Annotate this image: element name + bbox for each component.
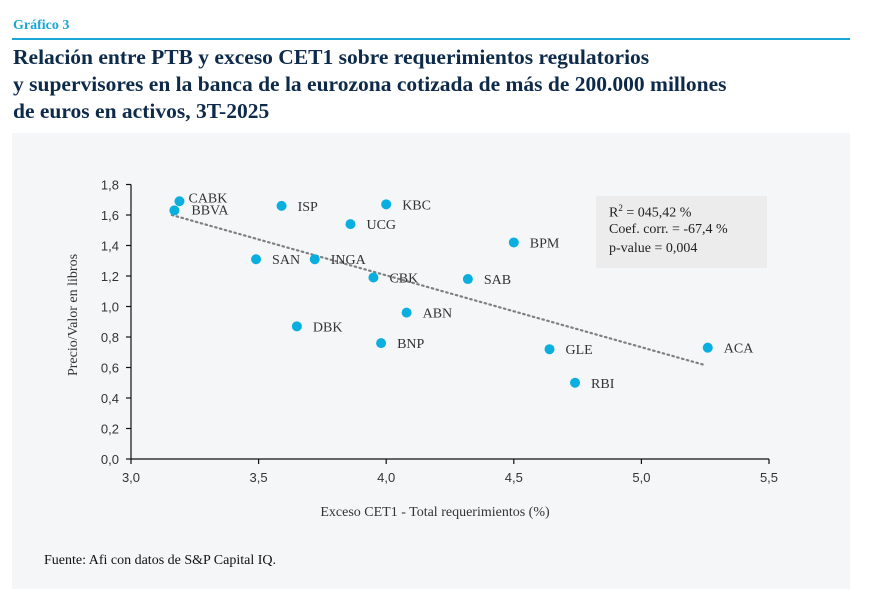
trendline-group <box>170 213 704 366</box>
data-point-cabk <box>174 196 185 207</box>
data-point-aca <box>702 342 713 353</box>
x-tick-label: 3,0 <box>122 470 140 485</box>
stats-box: R2 = 045,42 % Coef. corr. = -67,4 % p-va… <box>596 196 767 268</box>
data-label-san: SAN <box>272 253 300 268</box>
y-tick-label: 1,8 <box>101 178 119 193</box>
data-label-cabk: CABK <box>188 191 227 206</box>
correlation-text: Coef. corr. = -67,4 % <box>609 222 728 237</box>
data-label-cbk: CBK <box>389 272 418 287</box>
data-point-kbc <box>381 199 392 210</box>
data-point-isp <box>276 200 287 211</box>
data-label-gle: GLE <box>566 343 593 358</box>
x-tick-label: 3,5 <box>250 470 268 485</box>
x-axis-label: Exceso CET1 - Total requerimientos (%) <box>320 505 550 520</box>
data-point-gle <box>544 344 555 355</box>
data-label-bbva: BBVA <box>191 203 229 218</box>
data-point-inga <box>309 254 320 265</box>
data-point-rbi <box>570 377 581 388</box>
r-squared-sup: 2 <box>618 203 623 213</box>
chart-title-line: de euros en activos, 3T-2025 <box>13 99 270 123</box>
data-point-ucg <box>345 219 356 230</box>
axes: 0,0 0,2 0,4 0,6 0,8 1,0 1,2 1,4 1,6 1,8 3,0 3,5 4,0 4… <box>101 178 778 486</box>
data-label-sab: SAB <box>484 273 511 288</box>
data-label-isp: ISP <box>298 200 318 215</box>
y-axis-label: Precio/Valor en libros <box>66 254 81 376</box>
r-squared-prefix: R <box>609 205 619 221</box>
y-tick-label: 1,2 <box>101 269 119 284</box>
data-point-sab <box>462 274 473 285</box>
y-tick-label: 0,8 <box>101 330 119 345</box>
data-label-bnp: BNP <box>397 337 424 352</box>
data-point-cbk <box>368 272 379 283</box>
y-tick-label: 0,0 <box>101 452 119 467</box>
data-point-abn <box>401 307 412 318</box>
data-label-dbk: DBK <box>313 320 343 335</box>
p-value-text: p-value = 0,004 <box>609 241 698 256</box>
y-tick-label: 0,6 <box>101 361 119 376</box>
chart-title-line: Relación entre PTB y exceso CET1 sobre r… <box>13 45 650 69</box>
data-point-dbk <box>291 321 302 332</box>
data-label-bpm: BPM <box>530 236 560 251</box>
data-point-bbva <box>169 205 180 216</box>
r-squared-text: R2 = 045,42 % <box>609 203 691 222</box>
trendline <box>170 213 704 366</box>
data-point-bnp <box>376 338 387 349</box>
chart-title: Relación entre PTB y exceso CET1 sobre r… <box>13 44 853 125</box>
header-rule <box>12 38 850 40</box>
chart-title-line: y supervisores en la banca de la eurozon… <box>13 72 727 96</box>
x-tick-label: 4,5 <box>505 470 523 485</box>
data-label-kbc: KBC <box>402 198 431 213</box>
data-point-san <box>251 254 262 265</box>
source-note: Fuente: Afi con datos de S&P Capital IQ. <box>44 553 277 568</box>
data-label-inga: INGA <box>331 253 367 268</box>
data-label-rbi: RBI <box>591 377 615 392</box>
data-label-ucg: UCG <box>366 218 396 233</box>
x-tick-label: 5,0 <box>632 470 650 485</box>
data-label-abn: ABN <box>423 307 453 322</box>
x-tick-label: 5,5 <box>760 470 778 485</box>
y-tick-label: 1,4 <box>101 239 119 254</box>
y-tick-label: 1,0 <box>101 300 119 315</box>
y-tick-label: 0,4 <box>101 391 119 406</box>
data-label-aca: ACA <box>724 342 754 357</box>
x-tick-label: 4,0 <box>377 470 395 485</box>
y-tick-label: 1,6 <box>101 208 119 223</box>
r-squared-value: = 045,42 % <box>622 205 692 221</box>
y-tick-label: 0,2 <box>101 422 119 437</box>
figure-number: Gráfico 3 <box>13 18 70 33</box>
data-point-bpm <box>508 237 519 248</box>
